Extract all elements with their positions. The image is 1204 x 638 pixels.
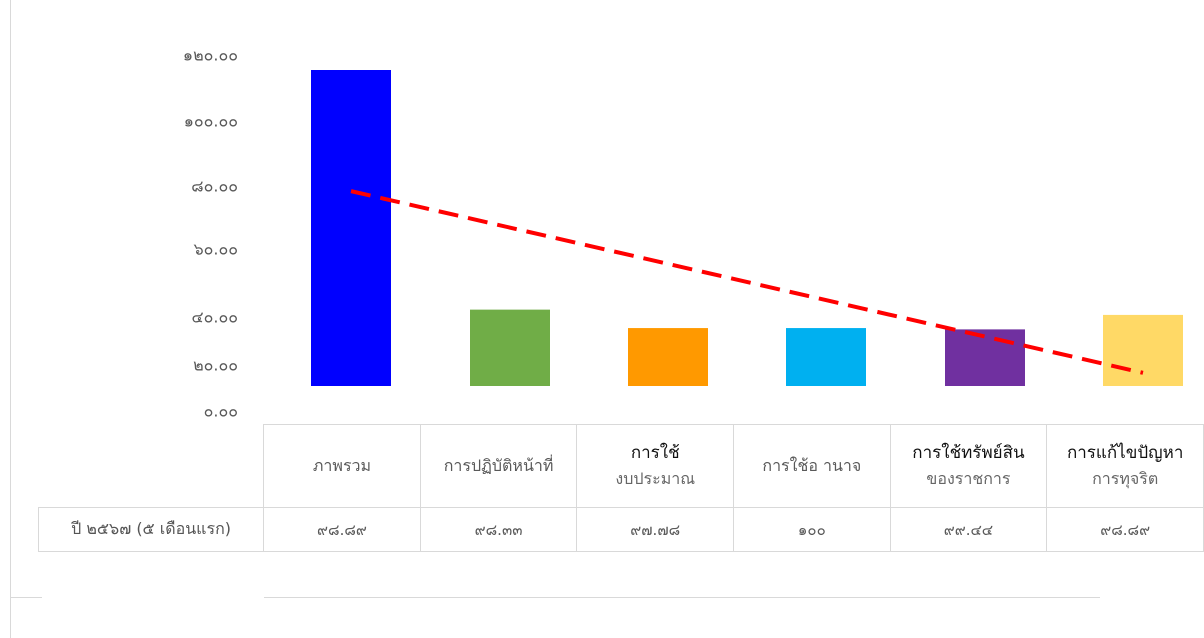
category-header: การใช้ทรัพย์สินของราชการ [889, 424, 1048, 508]
bar [945, 329, 1025, 386]
y-tick-label: ๑๒๐.๐๐ [183, 46, 238, 65]
category-label: การปฏิบัติหน้าที่ [443, 456, 554, 475]
category-label-line2: ของราชการ [926, 469, 1011, 488]
y-tick-label: ๒๐.๐๐ [193, 356, 238, 375]
bar [470, 309, 550, 386]
bar [628, 328, 708, 386]
bottom-rule [264, 597, 1100, 598]
data-table: ภาพรวม การปฏิบัติหน้าที่ การใช้ งบประมาณ … [37, 424, 1204, 552]
table-value: ๙๘.๘๙ [263, 507, 421, 552]
y-tick-label: ๖๐.๐๐ [193, 240, 238, 259]
table-value: ๙๙.๔๔ [889, 507, 1048, 552]
category-header: ภาพรวม [263, 424, 421, 508]
frame-left-border [10, 0, 11, 638]
bar [1103, 314, 1183, 386]
y-axis: ๐.๐๐ ๒๐.๐๐ ๔๐.๐๐ ๖๐.๐๐ ๘๐.๐๐ ๑๐๐.๐๐ ๑๒๐.๐๐ [183, 46, 238, 421]
table-value: ๙๘.๓๓ [419, 507, 578, 552]
bars [311, 70, 1183, 386]
bar-chart: ๐.๐๐ ๒๐.๐๐ ๔๐.๐๐ ๖๐.๐๐ ๘๐.๐๐ ๑๐๐.๐๐ ๑๒๐.๐๐ [183, 46, 1183, 421]
table-value: ๑๐๐ [733, 507, 891, 552]
category-label-line2: การทุจริต [1092, 469, 1159, 488]
bar [311, 70, 391, 386]
category-label: การใช้ [630, 443, 680, 463]
category-label: ภาพรวม [312, 456, 372, 475]
table-value: ๙๗.๗๘ [576, 507, 735, 552]
corner-cell [38, 424, 265, 508]
category-label: การใช้ทรัพย์สิน [912, 443, 1025, 463]
bar [786, 328, 866, 386]
y-tick-label: ๔๐.๐๐ [192, 308, 239, 327]
category-header: การแก้ไขปัญหาการทุจริต [1046, 424, 1204, 508]
bottom-rule-left [10, 597, 42, 598]
y-tick-label: ๑๐๐.๐๐ [184, 112, 238, 131]
y-tick-label: ๘๐.๐๐ [191, 177, 238, 196]
table-value: ๙๘.๘๙ [1046, 507, 1204, 552]
category-header: การปฏิบัติหน้าที่ [419, 424, 578, 508]
category-header: การใช้อ านาจ [733, 424, 891, 508]
category-label: การแก้ไขปัญหา [1066, 443, 1184, 463]
y-tick-label: ๐.๐๐ [204, 402, 238, 421]
value-row: ปี ๒๕๖๗ (๕ เดือนแรก) ๙๘.๘๙ ๙๘.๓๓ ๙๗.๗๘ ๑… [37, 507, 1204, 552]
trendline [350, 189, 1144, 375]
category-row: ภาพรวม การปฏิบัติหน้าที่ การใช้ งบประมาณ … [38, 424, 1204, 508]
category-header: การใช้งบประมาณ [576, 424, 735, 508]
category-label: การใช้อ านาจ [762, 456, 862, 475]
row-label: ปี ๒๕๖๗ (๕ เดือนแรก) [37, 507, 265, 552]
category-label-line2: งบประมาณ [615, 469, 696, 488]
